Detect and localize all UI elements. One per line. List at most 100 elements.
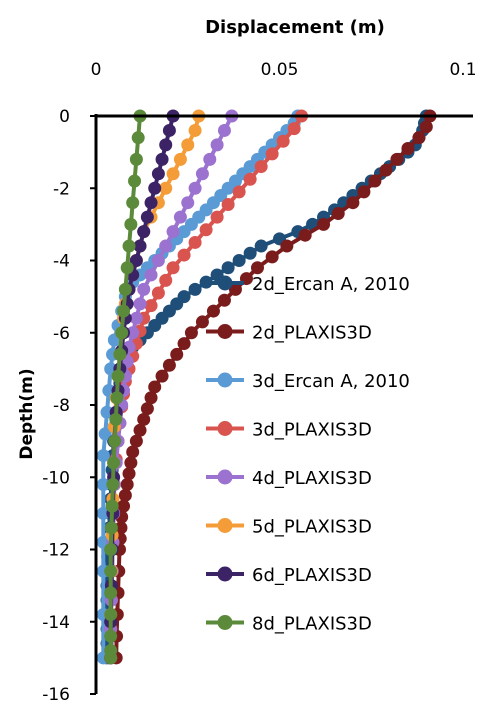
data-point (188, 123, 202, 137)
data-point (155, 369, 169, 383)
data-point (159, 138, 173, 152)
data-point (181, 138, 195, 152)
data-point (166, 261, 180, 275)
data-point (110, 391, 124, 405)
data-point (166, 167, 180, 181)
data-point (181, 196, 195, 210)
legend-swatch-marker (217, 421, 233, 436)
data-point (137, 412, 151, 426)
data-point (199, 223, 213, 237)
data-point (184, 326, 198, 340)
y-tick-label: -16 (42, 685, 70, 705)
data-point (126, 445, 140, 459)
legend-item: 2d_PLAXIS3D (206, 323, 372, 344)
y-axis-title: Depth(m) (17, 368, 37, 459)
data-point (140, 402, 154, 416)
legend: 2d_Ercan A, 2010 2d_PLAXIS3D 3d_Ercan A, 2… (206, 274, 410, 635)
data-point (133, 297, 147, 311)
data-point (210, 210, 224, 224)
data-point (144, 268, 158, 282)
data-point (144, 299, 158, 313)
data-point (151, 167, 165, 181)
series-7 (104, 109, 147, 665)
data-point (122, 239, 136, 253)
data-point (217, 123, 231, 137)
data-point (115, 326, 129, 340)
data-point (221, 198, 235, 212)
data-point (254, 160, 268, 174)
y-tick-label: -14 (42, 613, 70, 633)
data-point (280, 239, 294, 253)
legend-label: 6d_PLAXIS3D (252, 565, 372, 586)
data-point (195, 167, 209, 181)
data-point (107, 456, 121, 470)
data-point (120, 477, 134, 491)
x-axis-title: Displacement (m) (205, 17, 385, 38)
data-point (124, 217, 138, 231)
legend-swatch-marker (217, 275, 233, 291)
series-1 (109, 109, 437, 665)
data-point (217, 293, 231, 307)
legend-item: 2d_Ercan A, 2010 (206, 274, 410, 295)
data-point (162, 123, 176, 137)
data-point (177, 248, 191, 262)
ticks-layer: 0 0.05 0.1 0 -2 -4 -6 -8 -10 -12 -14 -16 (42, 60, 476, 705)
data-point (120, 261, 134, 275)
data-point (228, 282, 242, 296)
legend-swatch-marker (217, 615, 233, 630)
data-point (126, 196, 140, 210)
legend-label: 3d_PLAXIS3D (252, 420, 372, 441)
legend-label: 2d_PLAXIS3D (252, 323, 372, 344)
data-point (390, 152, 404, 166)
y-tick-label: 0 (59, 107, 70, 127)
data-point (98, 427, 112, 441)
data-point (111, 369, 125, 383)
data-point (129, 311, 143, 325)
legend-swatch-marker (217, 372, 233, 388)
data-point (232, 185, 246, 199)
data-point (140, 210, 154, 224)
data-point (96, 477, 110, 491)
data-point (243, 172, 257, 186)
data-point (177, 337, 191, 351)
data-point (105, 499, 119, 513)
data-point (357, 185, 371, 199)
data-point (188, 235, 202, 249)
data-point (104, 543, 118, 556)
data-point (96, 449, 110, 463)
series-layer (96, 109, 437, 665)
x-tick-label: 0.1 (449, 60, 476, 80)
legend-label: 4d_PLAXIS3D (252, 468, 372, 489)
data-point (129, 254, 143, 267)
y-tick-label: -10 (42, 468, 70, 488)
legend-swatch-marker (217, 518, 233, 533)
data-point (250, 261, 264, 275)
data-point (117, 499, 131, 513)
data-point (133, 423, 147, 437)
data-point (298, 228, 312, 242)
data-point (104, 651, 118, 665)
data-point (221, 261, 235, 275)
data-point (151, 286, 165, 300)
data-point (118, 282, 132, 296)
data-point (412, 131, 426, 145)
data-point (148, 380, 162, 394)
data-point (170, 347, 184, 361)
data-point (287, 122, 301, 136)
y-tick-label: -4 (53, 252, 70, 272)
data-point (122, 467, 136, 481)
data-point (173, 152, 187, 166)
data-point (159, 181, 173, 195)
data-point (117, 304, 131, 318)
data-point (128, 174, 142, 188)
data-point (104, 586, 118, 600)
data-point (113, 347, 127, 361)
legend-label: 8d_PLAXIS3D (252, 614, 372, 635)
data-point (137, 282, 151, 296)
data-point (109, 412, 123, 426)
data-point (144, 196, 158, 210)
data-point (148, 181, 162, 195)
y-tick-label: -2 (53, 179, 70, 199)
data-point (114, 521, 128, 535)
data-point (166, 225, 180, 239)
